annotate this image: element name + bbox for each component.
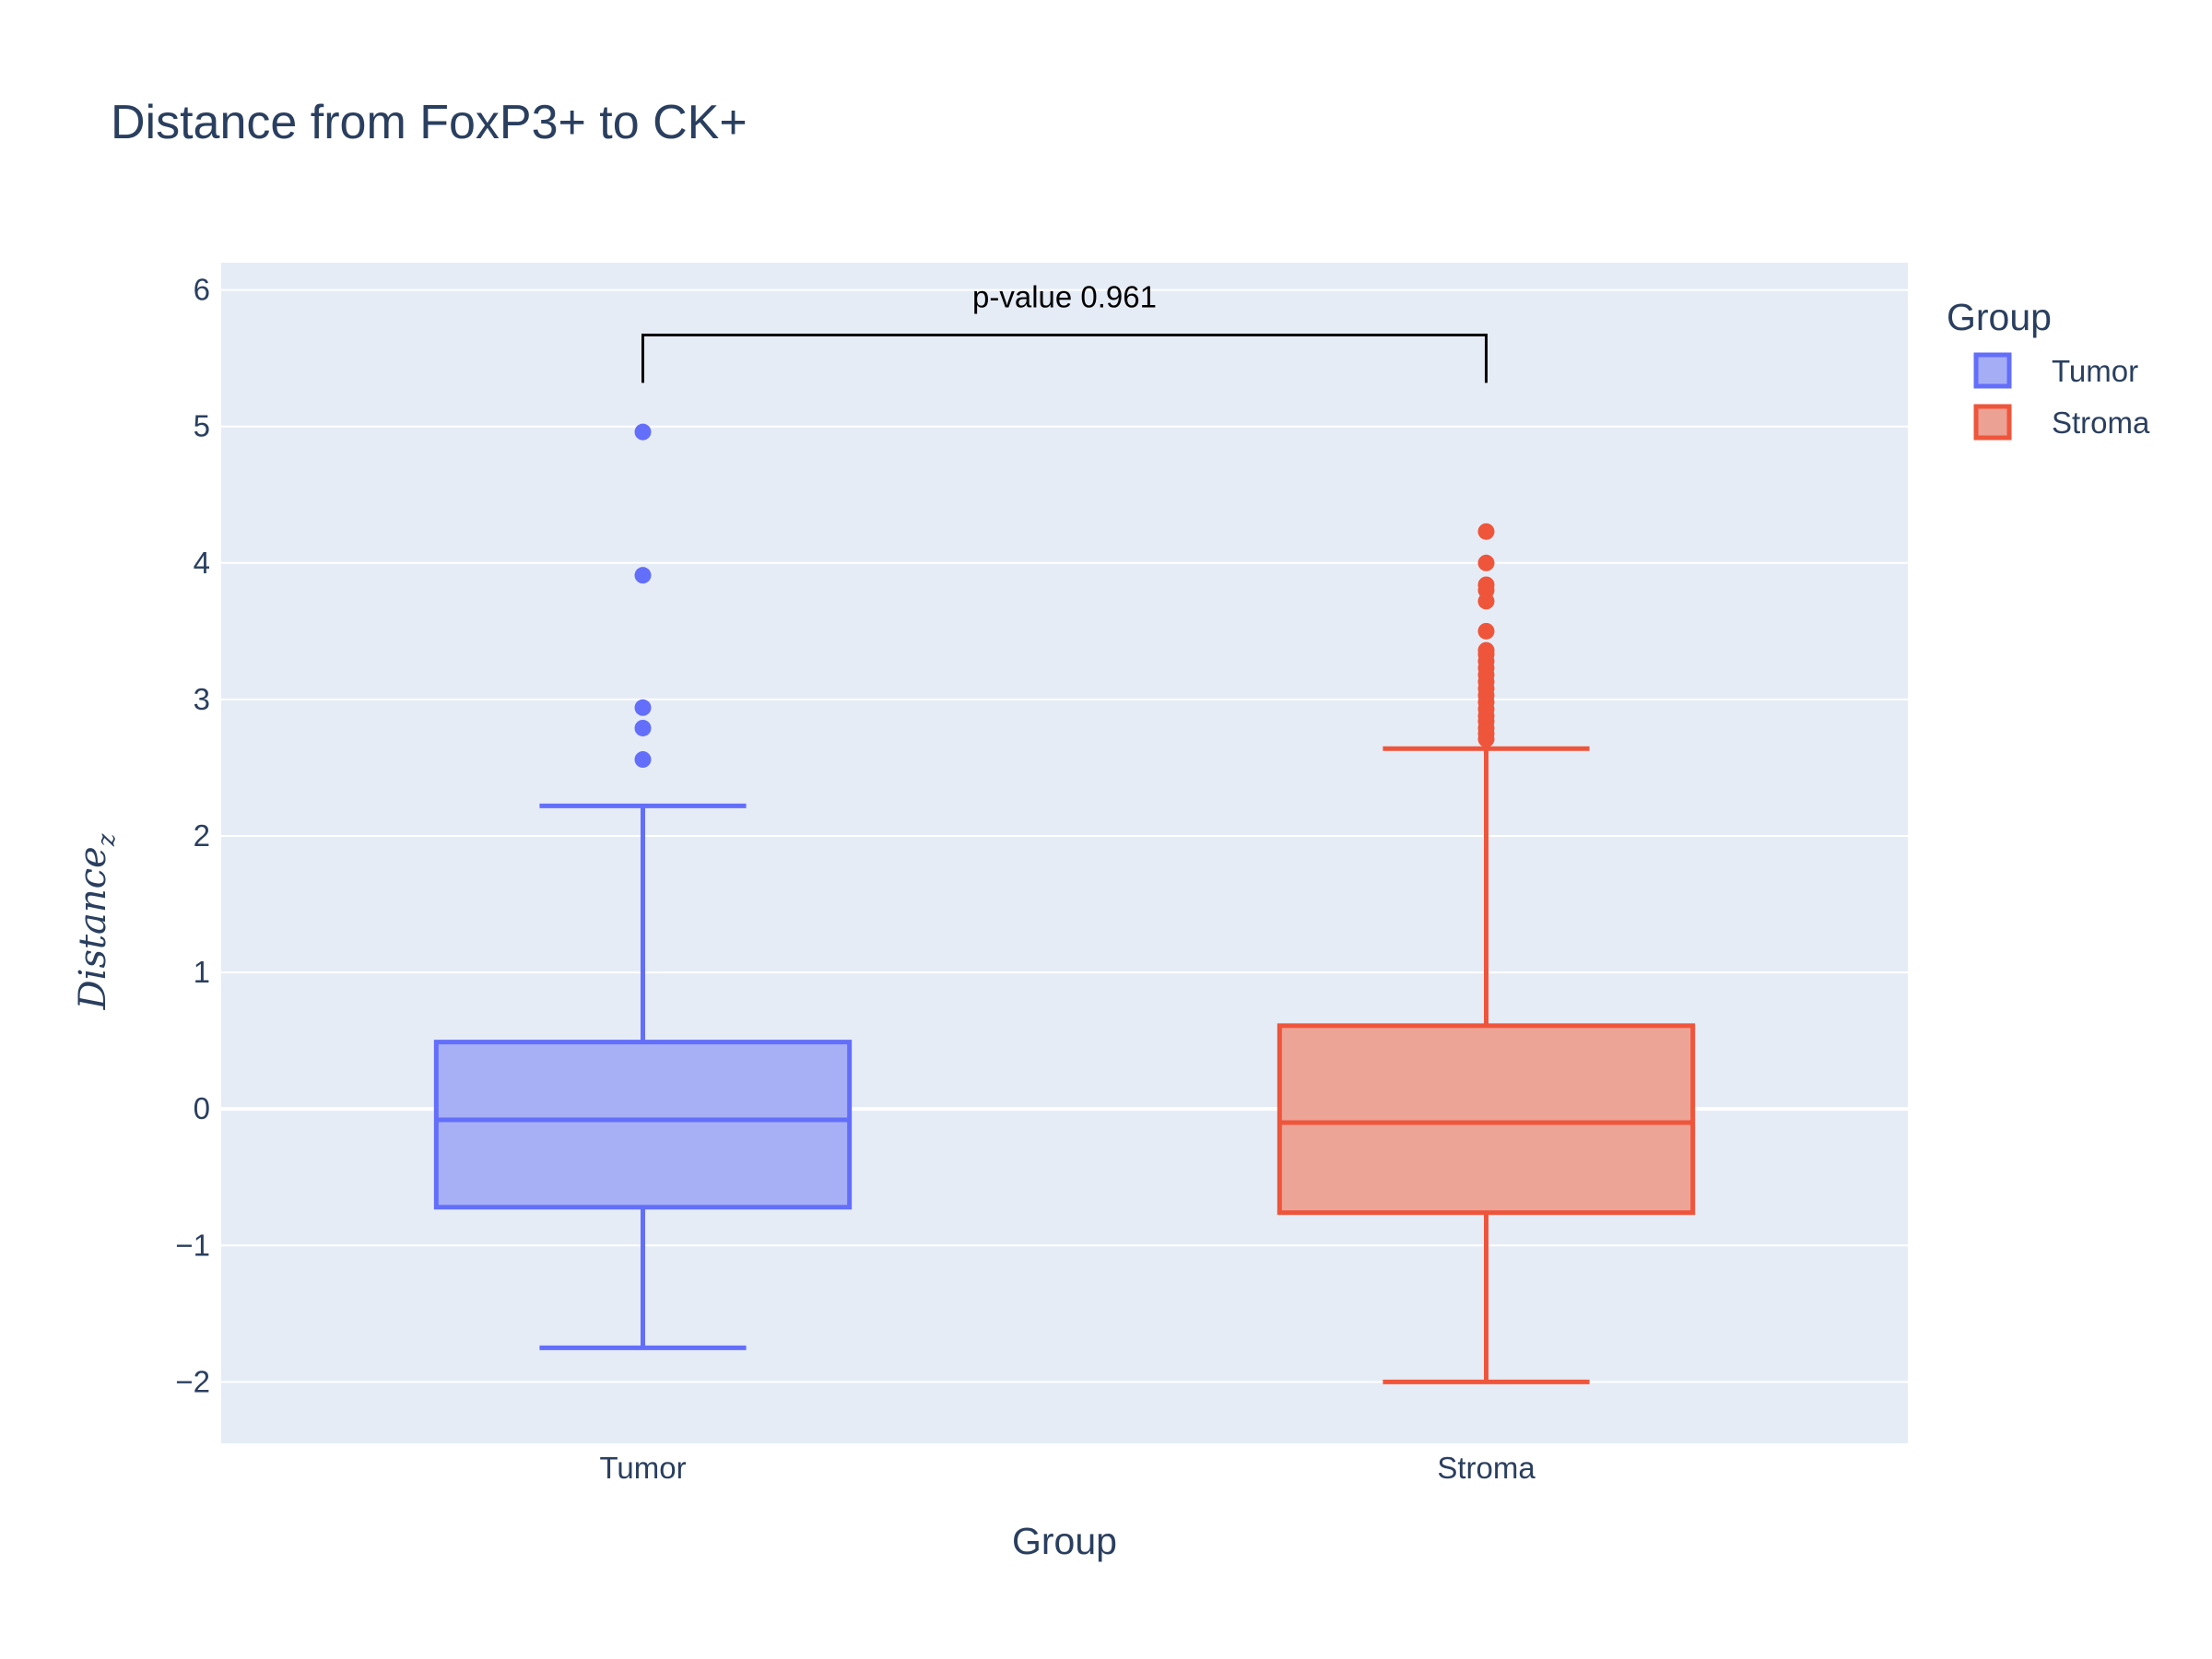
box-tumor — [433, 423, 853, 1350]
iqr-box-tumor — [433, 1040, 853, 1210]
iqr-box-stroma — [1277, 1023, 1696, 1216]
legend: Group Tumor Stroma — [1947, 296, 2150, 441]
x-axis-title: Group — [1012, 1520, 1117, 1562]
y-tick-label: −2 — [175, 1364, 210, 1398]
outlier-point-tumor — [634, 751, 652, 769]
y-tick-label: 0 — [194, 1091, 210, 1125]
y-tick-label: 5 — [194, 409, 210, 443]
legend-swatch-tumor — [1973, 352, 2012, 389]
outlier-point-stroma — [1477, 641, 1495, 659]
outlier-point-stroma — [1477, 622, 1495, 640]
outlier-point-tumor — [634, 567, 652, 584]
y-tick-label: 1 — [194, 955, 210, 989]
outlier-point-tumor — [634, 699, 652, 716]
legend-item-tumor: Tumor — [2052, 354, 2138, 388]
p-value-label: p-value 0.961 — [972, 279, 1157, 313]
x-tick-labels: Tumor Stroma — [599, 1451, 1535, 1485]
chart-title: Distance from FoxP3+ to CK+ — [111, 96, 747, 149]
y-tick-label: 6 — [194, 273, 210, 307]
plot-area — [221, 263, 1908, 1443]
boxes — [433, 423, 1696, 1384]
outlier-point-stroma — [1477, 576, 1495, 594]
y-axis-title: Distancez — [72, 833, 121, 1010]
significance-bracket — [641, 333, 1488, 383]
outlier-point-tumor — [634, 423, 652, 441]
outlier-point-stroma — [1477, 554, 1495, 571]
y-tick-labels: −2 −1 0 1 2 3 4 5 6 — [175, 273, 210, 1399]
outlier-point-tumor — [634, 719, 652, 736]
outlier-point-stroma — [1477, 523, 1495, 540]
legend-swatch-stroma — [1973, 404, 2012, 441]
y-tick-label: 2 — [194, 818, 210, 853]
y-tick-label: 3 — [194, 682, 210, 716]
y-tick-label: −1 — [175, 1228, 210, 1262]
p-value-annotation: p-value 0.961 — [641, 279, 1488, 383]
x-tick-label-stroma: Stroma — [1437, 1451, 1535, 1485]
box-stroma — [1277, 523, 1696, 1384]
legend-item-stroma: Stroma — [2052, 406, 2150, 440]
legend-title: Group — [1947, 296, 2052, 338]
x-tick-label-tumor: Tumor — [599, 1451, 686, 1485]
y-axis-title-subscript: z — [93, 833, 121, 847]
y-axis-title-base: Distance — [72, 846, 114, 1010]
y-tick-label: 4 — [194, 546, 210, 580]
